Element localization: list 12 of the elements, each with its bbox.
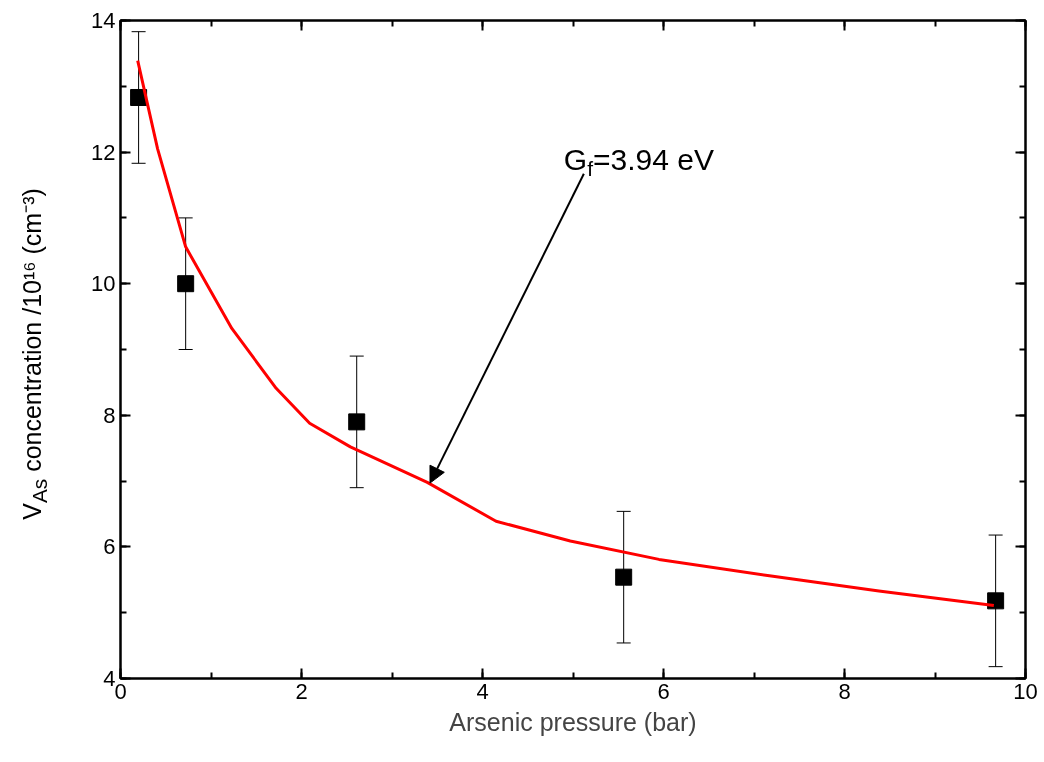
y-tick-label: 14 xyxy=(91,8,116,33)
x-tick-label: 6 xyxy=(657,678,670,704)
y-tick-label: 10 xyxy=(91,271,116,297)
x-tick-label: 0 xyxy=(114,678,127,704)
y-tick-label: 12 xyxy=(91,139,116,165)
x-tick-label: 4 xyxy=(476,678,489,704)
x-tick-label: 2 xyxy=(295,678,308,704)
x-tick-label: 10 xyxy=(1013,678,1038,704)
y-tick-label: 6 xyxy=(103,534,116,560)
x-tick-label: 8 xyxy=(838,678,851,704)
y-tick-label: 8 xyxy=(103,402,116,428)
x-axis-title: Arsenic pressure (bar) xyxy=(449,707,697,736)
